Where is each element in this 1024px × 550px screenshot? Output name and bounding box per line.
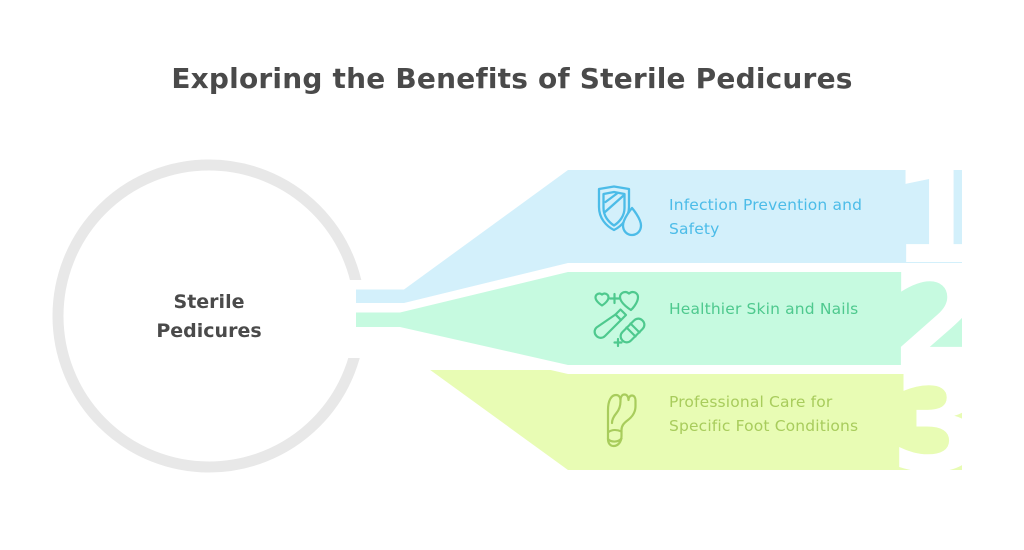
shield-droplet-icon [597, 185, 643, 237]
row-3-label: Professional Care for Specific Foot Cond… [669, 393, 859, 435]
band-1-numeral: 1 [890, 134, 986, 295]
band-3-numeral: 3 [890, 342, 986, 503]
hub-label-line2: Pedicures [156, 320, 262, 343]
foot-icon [606, 393, 637, 448]
band-2-numeral: 2 [890, 238, 986, 399]
row-1-label: Infection Prevention and Safety [669, 196, 863, 238]
nail-polish-hearts-icon [593, 290, 646, 348]
page-title: Exploring the Benefits of Sterile Pedicu… [171, 62, 853, 95]
hub-label: Sterile Pedicures [106, 288, 312, 347]
band-row-3[interactable]: 3 [350, 342, 986, 503]
row-2-label: Healthier Skin and Nails [669, 300, 859, 318]
hub-label-line1: Sterile [173, 291, 245, 313]
band-3-fill [356, 370, 962, 470]
